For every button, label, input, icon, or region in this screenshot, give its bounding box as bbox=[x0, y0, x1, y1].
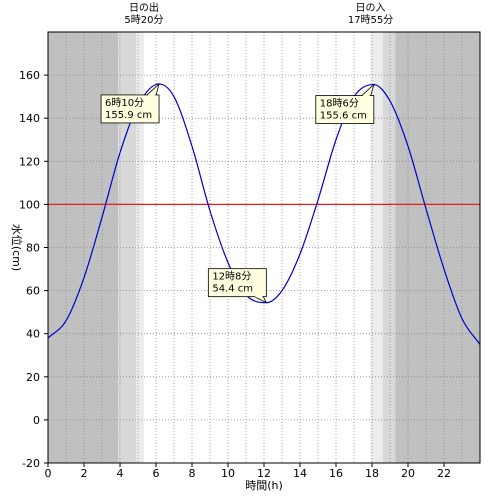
sun-event-name: 日の出 bbox=[129, 1, 159, 14]
twilight-band bbox=[382, 32, 396, 463]
x-tick-label: 22 bbox=[437, 467, 451, 480]
x-tick-label: 6 bbox=[153, 467, 160, 480]
x-tick-label: 20 bbox=[401, 467, 415, 480]
y-tick-label: 140 bbox=[19, 112, 40, 125]
x-tick-label: 0 bbox=[45, 467, 52, 480]
x-tick-label: 12 bbox=[257, 467, 271, 480]
y-tick-label: -20 bbox=[22, 457, 40, 470]
dawn-band bbox=[136, 32, 144, 463]
y-tick-label: 20 bbox=[26, 371, 40, 384]
callout-pointer bbox=[254, 296, 268, 304]
y-tick-label: 60 bbox=[26, 285, 40, 298]
sun-event-time: 17時55分 bbox=[348, 14, 393, 26]
extreme-time-label: 18時6分 bbox=[320, 98, 359, 110]
x-tick-label: 10 bbox=[221, 467, 235, 480]
callout-pointer bbox=[146, 82, 160, 96]
x-tick-label: 4 bbox=[117, 467, 124, 480]
y-tick-label: 160 bbox=[19, 69, 40, 82]
x-tick-label: 16 bbox=[329, 467, 343, 480]
x-tick-label: 8 bbox=[189, 467, 196, 480]
extreme-level-label: 54.4 cm bbox=[212, 284, 253, 295]
callout-box bbox=[100, 94, 160, 124]
extreme-time-label: 6時10分 bbox=[105, 97, 144, 109]
extreme-time-label: 12時8分 bbox=[212, 271, 251, 283]
twilight-band bbox=[118, 32, 137, 463]
x-tick-label: 14 bbox=[293, 467, 307, 480]
callout-pointer bbox=[361, 83, 375, 96]
extreme-level-label: 155.6 cm bbox=[320, 111, 367, 122]
callout-box bbox=[207, 268, 267, 298]
sun-event-name: 日の入 bbox=[356, 3, 386, 14]
x-tick-label: 18 bbox=[365, 467, 379, 480]
sun-event-time: 5時20分 bbox=[124, 14, 163, 26]
x-axis-title: 時間(h) bbox=[245, 479, 283, 492]
x-tick-label: 2 bbox=[81, 467, 88, 480]
callout-box bbox=[315, 95, 375, 124]
y-tick-label: 80 bbox=[26, 242, 40, 255]
extreme-level-label: 155.9 cm bbox=[105, 110, 152, 121]
y-tick-label: 0 bbox=[33, 414, 40, 427]
y-tick-label: 120 bbox=[19, 155, 40, 168]
y-tick-label: 100 bbox=[19, 198, 40, 211]
axis-ticks: 0 2 4 6 8 10 12 14 16 18 20 22 -20 0 20 40 60 80 100 120 140… bbox=[19, 69, 451, 480]
y-tick-label: 40 bbox=[26, 328, 40, 341]
dusk-band bbox=[370, 32, 383, 463]
y-axis-title: 水位(cm) bbox=[10, 224, 24, 271]
